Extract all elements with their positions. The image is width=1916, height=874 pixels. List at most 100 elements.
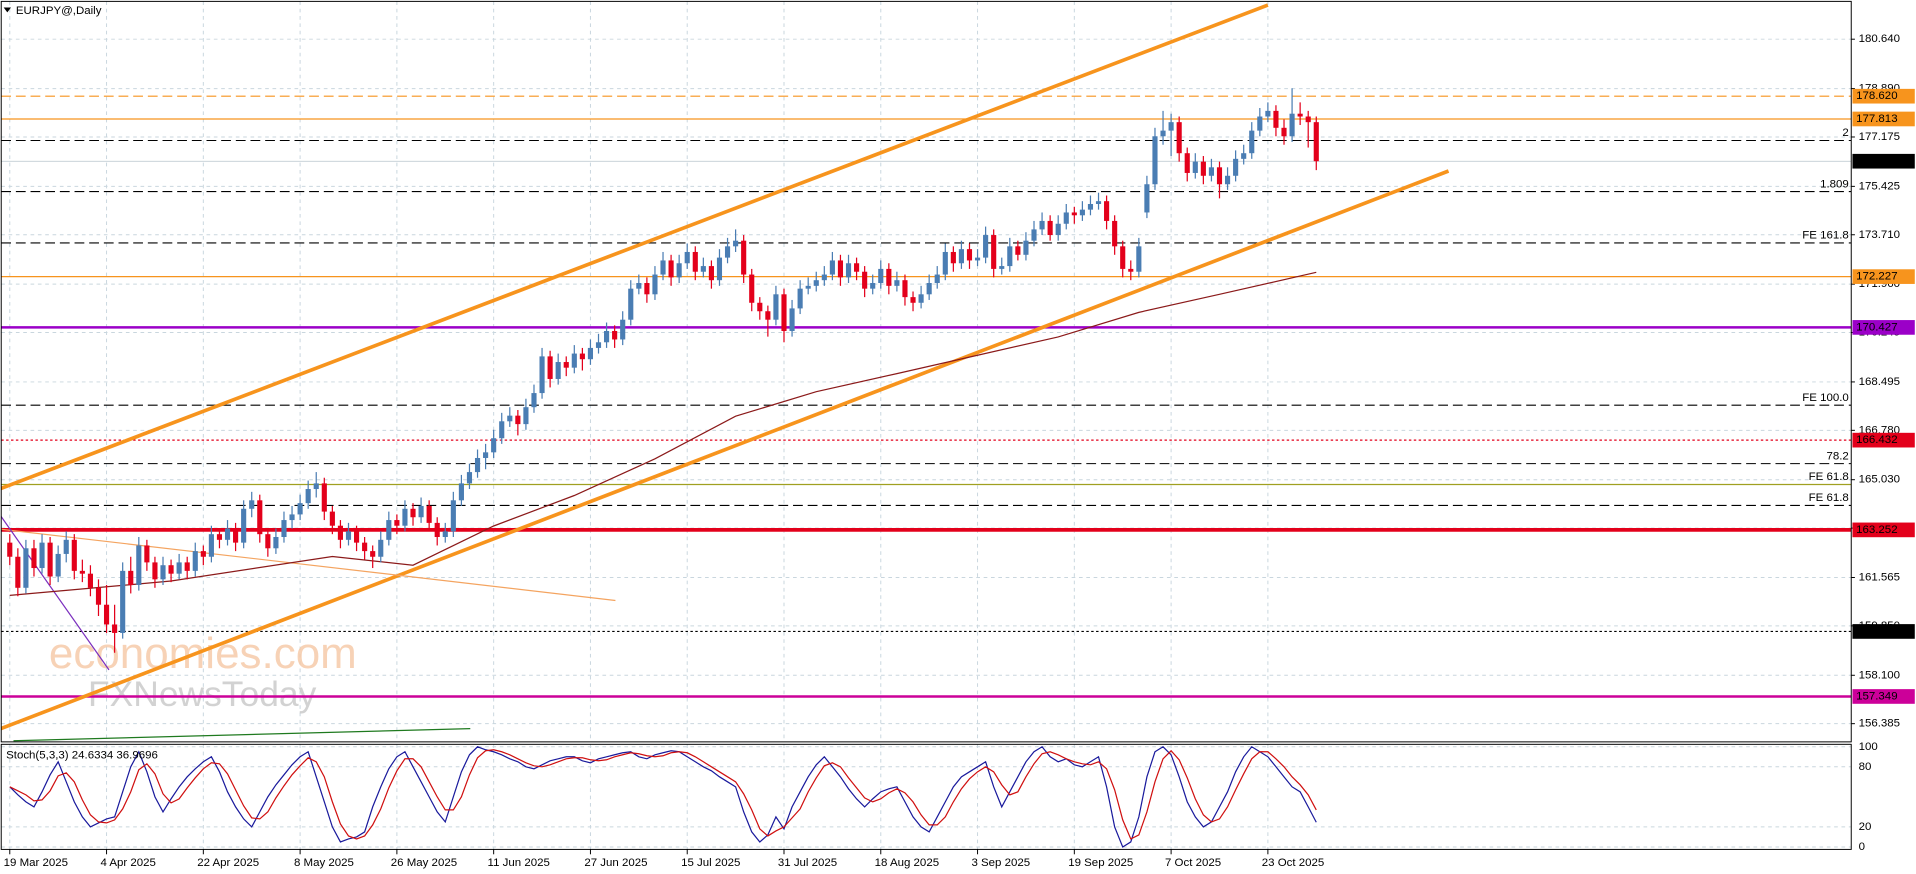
y-tick-label: 165.030 xyxy=(1859,474,1900,486)
stochastic-frame xyxy=(0,743,1852,850)
candle-body xyxy=(120,570,126,633)
candle-body xyxy=(1160,130,1166,137)
candle-body xyxy=(974,257,981,261)
fib-label: FE 61.8 xyxy=(1809,471,1849,483)
trend-line xyxy=(1,515,110,671)
candle-body xyxy=(741,240,747,275)
level-label-box xyxy=(1852,689,1915,704)
candle-body xyxy=(862,271,868,289)
candle-body xyxy=(660,260,666,275)
candle-body xyxy=(128,570,134,585)
candle-body xyxy=(450,500,456,532)
candle-body xyxy=(200,551,206,557)
candle-body xyxy=(192,551,198,571)
candle-body xyxy=(676,263,682,278)
candle-body xyxy=(499,421,505,439)
trend-line xyxy=(13,727,471,742)
candle-body xyxy=(757,302,763,312)
candle-body xyxy=(1015,246,1021,255)
candle-body xyxy=(1241,153,1247,159)
candle-body xyxy=(79,570,85,574)
candle-body xyxy=(507,415,513,422)
candle-body xyxy=(418,505,424,518)
x-tick-label: 27 Jun 2025 xyxy=(584,857,647,869)
candle-body xyxy=(1087,203,1094,210)
candle-body xyxy=(708,266,714,281)
candle-body xyxy=(1265,110,1271,117)
candle-body xyxy=(394,520,400,526)
candle-body xyxy=(878,268,884,284)
candle-body xyxy=(491,438,497,453)
candle-body xyxy=(1297,113,1303,117)
candle-body xyxy=(265,534,271,549)
candle-body xyxy=(781,294,787,331)
candle-body xyxy=(1112,220,1118,247)
candle-body xyxy=(555,362,561,379)
candle-body xyxy=(1208,167,1214,176)
candle-body xyxy=(1289,113,1295,137)
candle-body xyxy=(1249,130,1255,154)
candle-body xyxy=(184,562,190,571)
candle-body xyxy=(337,525,343,540)
y-tick-label: 175.425 xyxy=(1859,180,1900,192)
y-tick-label: 158.100 xyxy=(1859,669,1900,681)
candle-body xyxy=(700,266,706,272)
candle-body xyxy=(1023,240,1029,255)
stochastic-line xyxy=(9,749,1317,840)
candle-body xyxy=(1273,110,1279,128)
candle-body xyxy=(362,542,368,552)
candle-body xyxy=(168,565,174,574)
level-label-box xyxy=(1852,153,1915,169)
candle-body xyxy=(1007,246,1013,267)
candle-body xyxy=(249,500,255,509)
stochastic-tick-label: 100 xyxy=(1859,741,1878,753)
candle-body xyxy=(958,249,964,264)
level-label: 159.653 xyxy=(1856,625,1897,637)
candle-body xyxy=(813,280,819,286)
candle-body xyxy=(353,531,360,543)
candle-body xyxy=(1128,268,1134,272)
candle-body xyxy=(983,235,989,258)
trend-line xyxy=(1,3,1269,491)
fib-label: 1.809 xyxy=(1820,178,1849,190)
candle-body xyxy=(1233,158,1239,176)
y-tick-label: 173.710 xyxy=(1859,229,1900,241)
candle-body xyxy=(870,283,876,289)
candle-body xyxy=(402,508,408,526)
candle-body xyxy=(991,235,997,269)
x-tick-label: 22 Apr 2025 xyxy=(197,857,259,869)
candle-body xyxy=(950,251,956,264)
candle-body xyxy=(152,562,158,580)
candle-body xyxy=(7,542,13,557)
menu-triangle[interactable] xyxy=(3,7,11,13)
candle-body xyxy=(894,280,900,286)
candle-body xyxy=(55,553,61,577)
candle-body xyxy=(329,511,335,526)
candle-body xyxy=(321,483,327,512)
candle-body xyxy=(136,545,142,585)
candle-body xyxy=(789,308,795,331)
level-label-box xyxy=(1852,88,1915,104)
candle-body xyxy=(466,472,473,484)
x-tick-label: 7 Oct 2025 xyxy=(1165,857,1221,869)
candle-body xyxy=(571,353,577,368)
candle-body xyxy=(692,251,698,272)
level-label: 166.432 xyxy=(1856,434,1897,446)
candle-body xyxy=(297,503,303,515)
candle-body xyxy=(539,356,545,394)
candle-body xyxy=(442,531,448,537)
x-tick-label: 18 Aug 2025 xyxy=(875,857,939,869)
candle-body xyxy=(241,508,247,543)
candle-body xyxy=(39,542,45,569)
candle-body xyxy=(1192,161,1198,173)
stochastic-title: Stoch(5,3,3) 24.6334 36.9696 xyxy=(6,749,158,761)
candle-body xyxy=(216,534,223,540)
fib-label: FE 161.8 xyxy=(1802,230,1849,242)
stochastic-tick-label: 0 xyxy=(1859,841,1865,853)
candle-body xyxy=(1176,122,1182,154)
candle-body xyxy=(23,548,29,588)
candle-body xyxy=(1095,201,1102,204)
x-tick-label: 4 Apr 2025 xyxy=(100,857,155,869)
candle-body xyxy=(604,330,610,343)
x-tick-label: 23 Oct 2025 xyxy=(1262,857,1325,869)
